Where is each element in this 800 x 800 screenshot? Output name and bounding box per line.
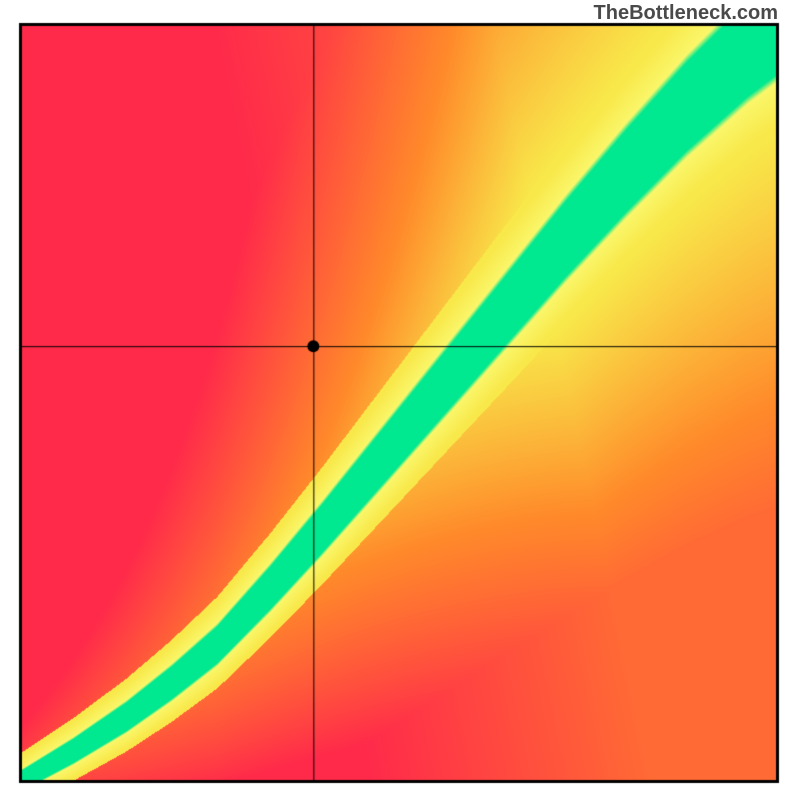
heatmap-canvas (0, 0, 800, 800)
bottleneck-heatmap: TheBottleneck.com (0, 0, 800, 800)
watermark-text: TheBottleneck.com (594, 2, 778, 25)
